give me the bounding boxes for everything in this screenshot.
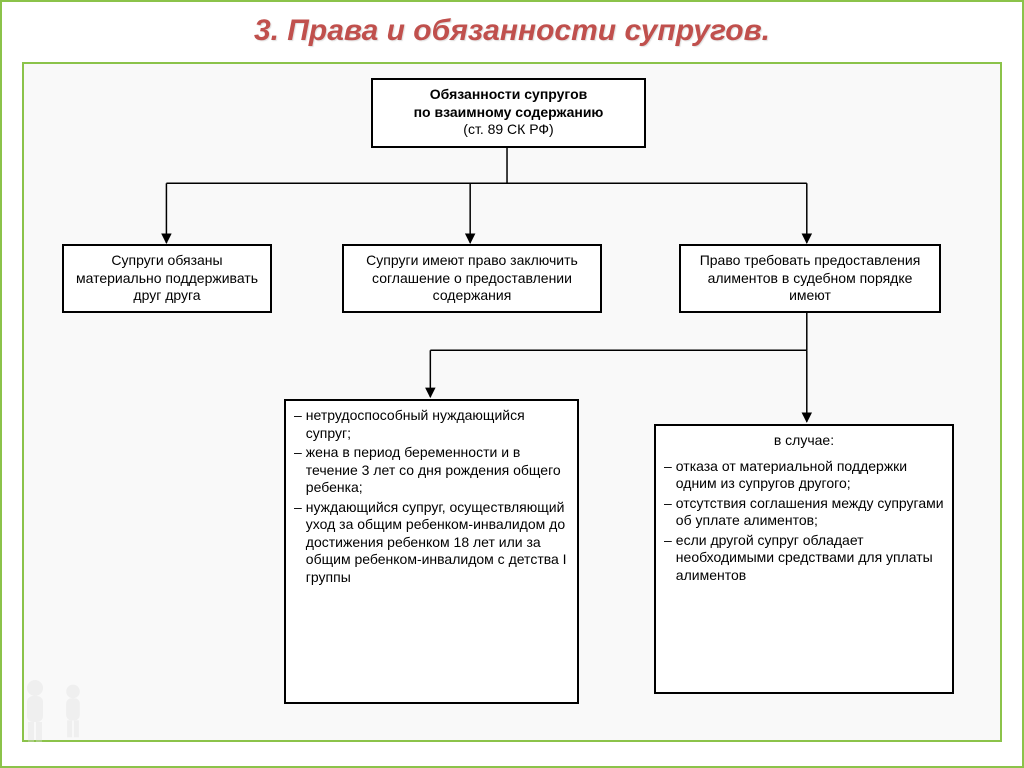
dash-icon: – xyxy=(664,495,676,530)
node-child3: Право требовать предоставления алиментов… xyxy=(679,244,941,313)
list-text: нуждающийся супруг, осуществляющий уход … xyxy=(306,499,569,587)
page-title: 3. Права и обязанности супругов. xyxy=(2,14,1022,48)
dash-icon: – xyxy=(664,532,676,585)
node-root: Обязанности супругов по взаимному содерж… xyxy=(371,78,646,148)
node-child1: Супруги обязаны материально поддерживать… xyxy=(62,244,272,313)
dash-icon: – xyxy=(294,407,306,442)
node-detail2: в случае:–отказа от материальной поддерж… xyxy=(654,424,954,694)
list-item: –нетрудоспособный нуждающийся супруг; xyxy=(294,407,569,442)
list-text: отказа от материальной поддержки одним и… xyxy=(676,458,944,493)
list-text: отсутствия соглашения между супругами об… xyxy=(676,495,944,530)
list-item: –отказа от материальной поддержки одним … xyxy=(664,458,944,493)
person-icon xyxy=(52,681,95,741)
child1-text: Супруги обязаны материально поддерживать… xyxy=(76,252,258,303)
list-text: жена в период беременности и в течение 3… xyxy=(306,444,569,497)
detail-header: в случае: xyxy=(664,432,944,450)
dash-icon: – xyxy=(294,444,306,497)
root-line2: по взаимному содержанию xyxy=(414,104,604,120)
slide-container: 3. Права и обязанности супругов. xyxy=(0,0,1024,768)
node-child2: Супруги имеют право заключить соглашение… xyxy=(342,244,602,313)
title-zone: 3. Права и обязанности супругов. xyxy=(2,2,1022,58)
dash-icon: – xyxy=(664,458,676,493)
diagram-frame: Обязанности супругов по взаимному содерж… xyxy=(22,62,1002,742)
list-item: –если другой супруг обладает необходимым… xyxy=(664,532,944,585)
list-item: –жена в период беременности и в течение … xyxy=(294,444,569,497)
root-line3: (ст. 89 СК РФ) xyxy=(381,121,636,139)
list-item: –нуждающийся супруг, осуществляющий уход… xyxy=(294,499,569,587)
root-line1: Обязанности супругов xyxy=(430,86,588,102)
node-detail1: –нетрудоспособный нуждающийся супруг;–же… xyxy=(284,399,579,704)
child3-text: Право требовать предоставления алиментов… xyxy=(700,252,921,303)
list-text: если другой супруг обладает необходимыми… xyxy=(676,532,944,585)
list-item: –отсутствия соглашения между супругами о… xyxy=(664,495,944,530)
list-text: нетрудоспособный нуждающийся супруг; xyxy=(306,407,569,442)
dash-icon: – xyxy=(294,499,306,587)
child2-text: Супруги имеют право заключить соглашение… xyxy=(366,252,578,303)
